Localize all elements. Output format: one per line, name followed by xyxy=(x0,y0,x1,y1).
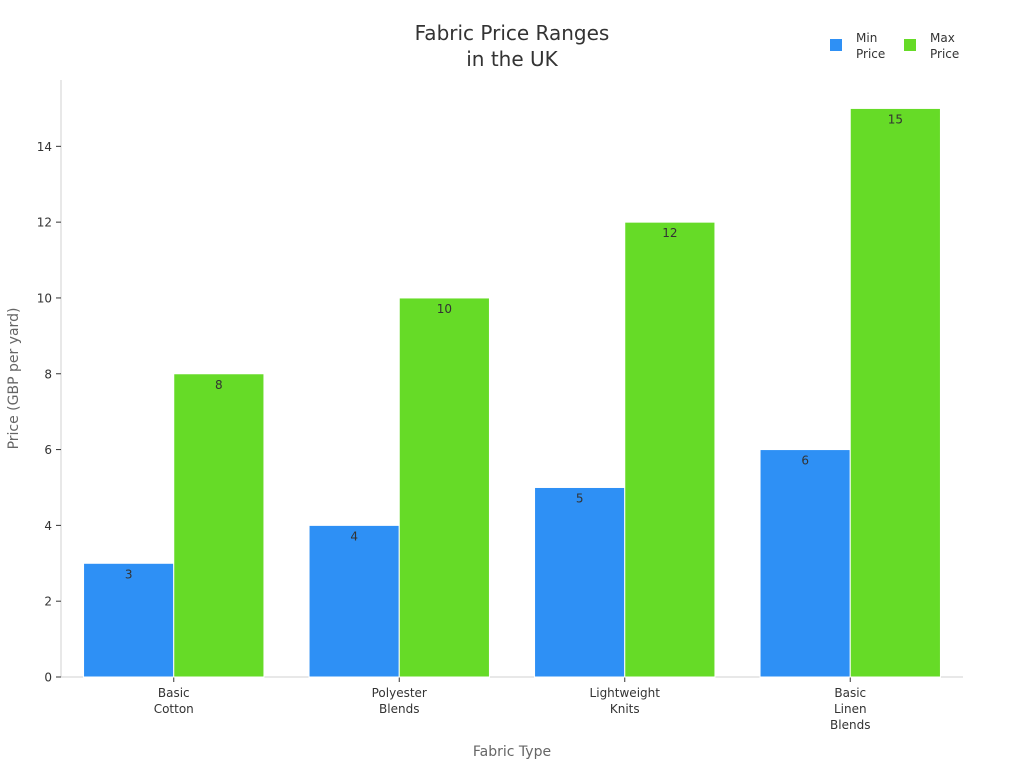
axes: 0 2 4 6 8 10 12 14 Price (GBP per yard) Fabric Ty… xyxy=(6,80,963,760)
bar xyxy=(83,562,175,678)
legend-swatch xyxy=(904,39,916,51)
x-axis-label: Fabric Type xyxy=(473,744,551,760)
bar-value-label: 15 xyxy=(888,112,903,126)
legend-label: Price xyxy=(930,47,959,61)
y-tick-label: 0 xyxy=(44,671,52,685)
x-tick-label: Lightweight xyxy=(590,686,661,700)
y-tick-label: 8 xyxy=(44,367,52,381)
bar-value-label: 4 xyxy=(350,529,358,543)
x-tick-label: Basic xyxy=(834,686,866,700)
chart-title-line: Fabric Price Ranges xyxy=(415,21,610,45)
y-tick-label: 6 xyxy=(44,443,52,457)
legend: Min Price Max Price xyxy=(830,31,959,61)
bar xyxy=(173,373,265,678)
bar-value-label: 3 xyxy=(125,567,133,581)
x-tick-label: Blends xyxy=(830,718,870,732)
y-tick-label: 14 xyxy=(37,140,52,154)
y-tick-label: 10 xyxy=(37,291,52,305)
bar xyxy=(759,449,851,678)
y-tick-label: 2 xyxy=(44,595,52,609)
y-axis-label: Price (GBP per yard) xyxy=(6,308,22,450)
bar-value-label: 10 xyxy=(437,302,452,316)
x-tick-label: Basic xyxy=(158,686,190,700)
bar-value-label: 8 xyxy=(215,378,223,392)
x-tick-label: Linen xyxy=(834,702,867,716)
legend-label: Price xyxy=(856,47,885,61)
x-tick-label: Blends xyxy=(379,702,419,716)
x-tick-label: Polyester xyxy=(372,686,427,700)
legend-swatch xyxy=(830,39,842,51)
bar xyxy=(308,524,400,678)
data-labels: 3 8 4 10 5 12 6 15 xyxy=(125,112,903,581)
chart-title-line: in the UK xyxy=(466,47,558,71)
bar xyxy=(849,107,941,678)
bar xyxy=(534,486,626,678)
x-tick-label: Knits xyxy=(610,702,640,716)
y-tick-label: 4 xyxy=(44,519,52,533)
y-tick-label: 12 xyxy=(37,216,52,230)
bars xyxy=(83,107,941,678)
bar-value-label: 5 xyxy=(576,491,584,505)
bar-value-label: 12 xyxy=(662,226,677,240)
bar-value-label: 6 xyxy=(801,454,809,468)
bar xyxy=(398,297,490,678)
legend-label: Max xyxy=(930,31,955,45)
legend-label: Min xyxy=(856,31,877,45)
x-tick-label: Cotton xyxy=(154,702,194,716)
bar xyxy=(624,221,716,678)
